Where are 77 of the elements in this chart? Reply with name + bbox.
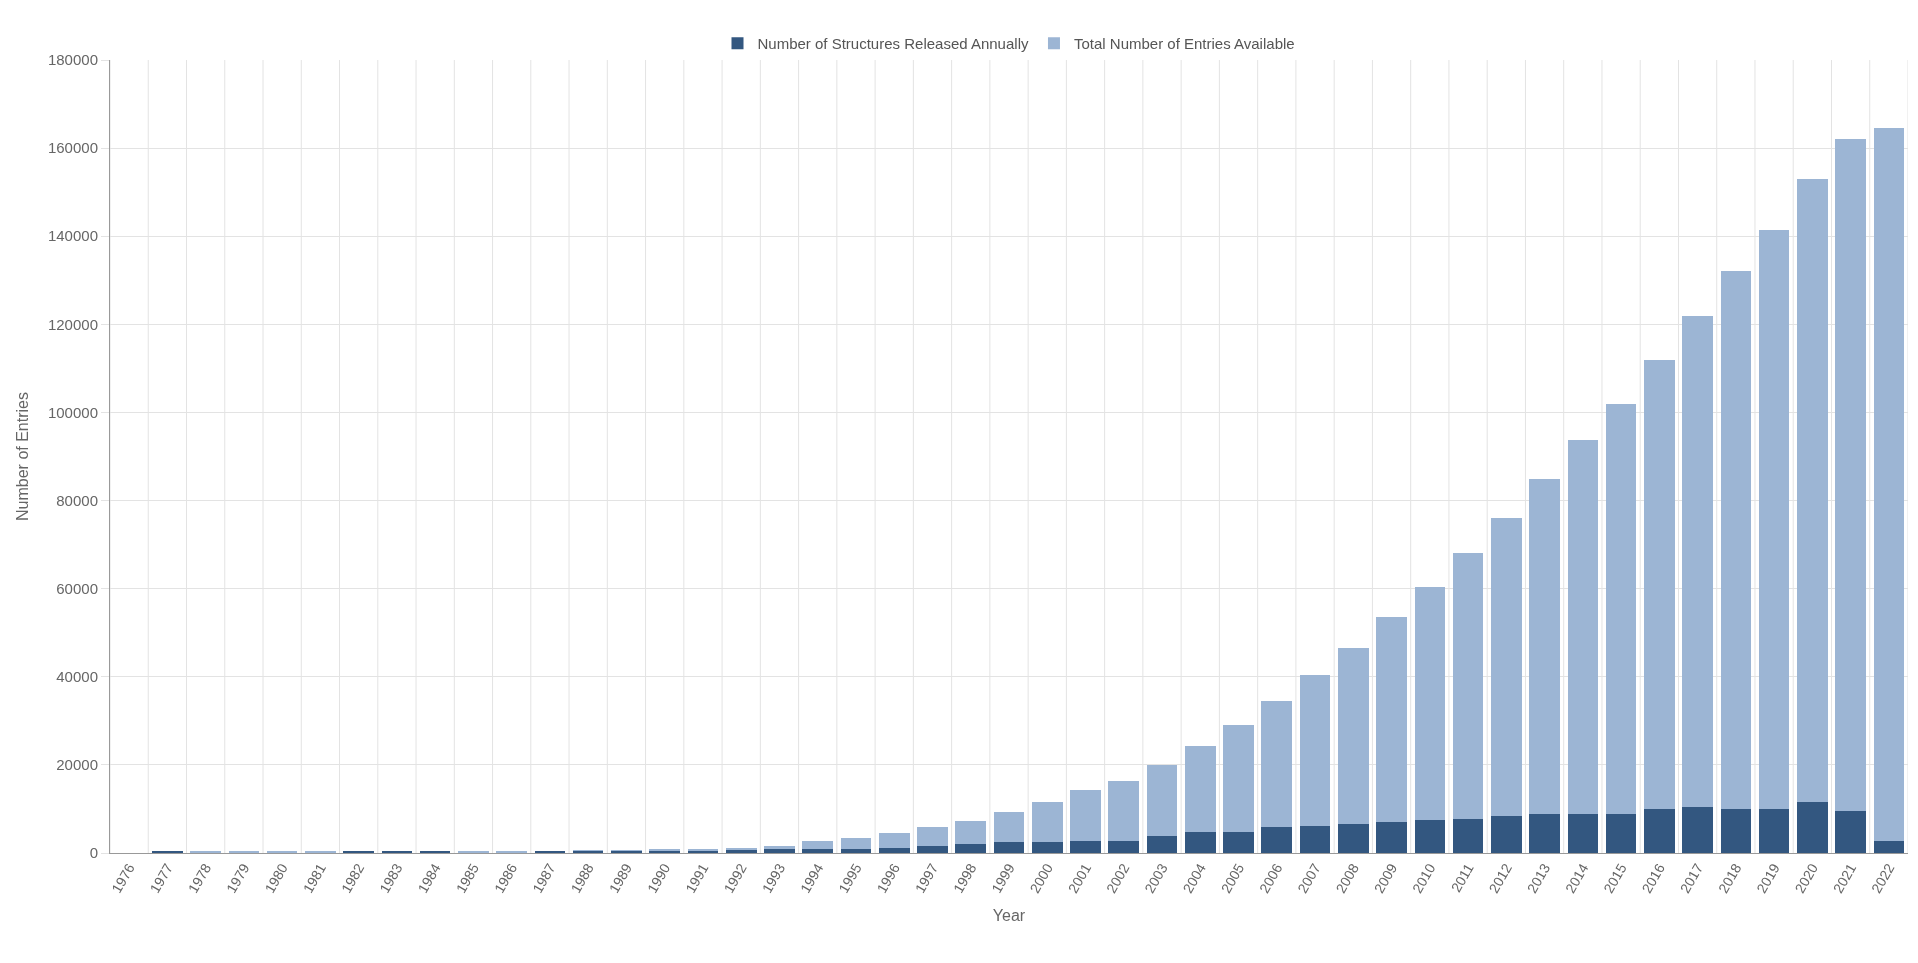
bar bbox=[878, 832, 910, 848]
y-tick-label: 40000 bbox=[56, 668, 98, 686]
bar bbox=[1108, 840, 1140, 853]
bar bbox=[917, 827, 948, 846]
bar bbox=[802, 841, 834, 849]
bar bbox=[1797, 178, 1828, 802]
bar bbox=[1299, 825, 1331, 853]
bar bbox=[1376, 617, 1407, 823]
bar bbox=[1414, 586, 1446, 821]
bar bbox=[1835, 139, 1866, 811]
bar bbox=[1567, 439, 1599, 814]
bar bbox=[1414, 820, 1446, 853]
bar bbox=[152, 850, 183, 853]
y-tick-label: 140000 bbox=[47, 227, 98, 245]
bar bbox=[1146, 835, 1178, 853]
bar bbox=[1261, 827, 1293, 853]
bar bbox=[1491, 815, 1522, 853]
bar bbox=[1452, 818, 1484, 853]
bar bbox=[802, 848, 834, 853]
bar bbox=[840, 838, 872, 850]
bar bbox=[1491, 518, 1522, 816]
bar bbox=[1338, 823, 1369, 853]
bar bbox=[1758, 229, 1790, 809]
bar bbox=[1452, 553, 1484, 819]
bar bbox=[993, 842, 1025, 853]
bar bbox=[1605, 403, 1637, 814]
bar bbox=[1644, 808, 1675, 853]
y-tick-label: 160000 bbox=[47, 139, 98, 157]
bar bbox=[1835, 810, 1866, 853]
y-tick-label: 120000 bbox=[47, 315, 98, 333]
y-tick-label: 80000 bbox=[56, 491, 98, 509]
bar bbox=[343, 850, 374, 853]
y-axis-title: Number of Entries bbox=[13, 392, 31, 521]
bar bbox=[1529, 478, 1560, 814]
bar bbox=[381, 850, 413, 853]
bar bbox=[1758, 808, 1790, 853]
bar bbox=[955, 844, 987, 853]
y-tick-label: 0 bbox=[89, 844, 98, 862]
y-tick-label: 180000 bbox=[47, 51, 98, 69]
bar bbox=[1376, 822, 1407, 853]
bar bbox=[878, 847, 910, 853]
bar bbox=[534, 850, 566, 853]
bar bbox=[1031, 802, 1063, 843]
bar bbox=[1720, 271, 1752, 809]
bar bbox=[1108, 780, 1140, 841]
bar bbox=[1567, 813, 1599, 853]
x-axis-title: Year bbox=[992, 907, 1026, 925]
bar bbox=[1720, 808, 1752, 853]
y-tick-label: 20000 bbox=[56, 756, 98, 774]
y-tick-label: 60000 bbox=[56, 579, 98, 597]
bar bbox=[955, 820, 987, 845]
legend-label: Total Number of Entries Available bbox=[1073, 35, 1295, 53]
y-tick-label: 100000 bbox=[47, 403, 98, 421]
bar bbox=[1070, 790, 1101, 841]
bar bbox=[840, 849, 872, 853]
bar bbox=[1070, 840, 1101, 853]
bar bbox=[419, 850, 451, 853]
bar bbox=[1529, 813, 1560, 853]
bar bbox=[1184, 832, 1216, 853]
bar bbox=[1146, 765, 1178, 836]
bar bbox=[1299, 674, 1331, 826]
bar bbox=[1223, 832, 1254, 853]
bar bbox=[993, 812, 1025, 843]
bar bbox=[1338, 647, 1369, 824]
bar bbox=[1261, 701, 1293, 828]
bar bbox=[1644, 359, 1675, 809]
bar bbox=[1682, 807, 1713, 853]
bar bbox=[1797, 801, 1828, 853]
bar bbox=[1184, 745, 1216, 833]
bar bbox=[1682, 315, 1713, 808]
bar bbox=[1223, 725, 1254, 833]
bar bbox=[1031, 842, 1063, 853]
bar bbox=[1873, 840, 1905, 853]
bar bbox=[917, 845, 948, 853]
legend-label: Number of Structures Released Annually bbox=[757, 35, 1029, 53]
bar bbox=[1605, 813, 1637, 853]
bar bbox=[1873, 128, 1905, 841]
